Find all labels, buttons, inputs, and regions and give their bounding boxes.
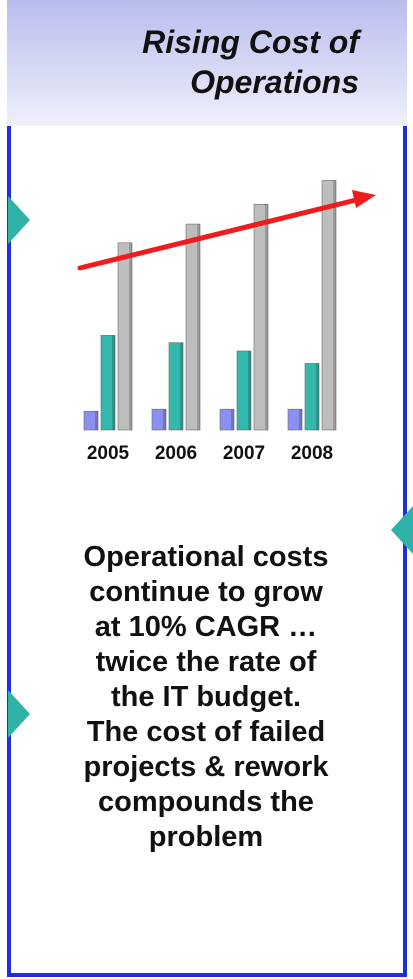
bar-2006-s1 (151, 408, 167, 431)
slide-panel (7, 0, 407, 977)
bar-2007-s1 (219, 408, 235, 431)
chart-bars (83, 180, 337, 431)
bar-2008-s1 (287, 408, 303, 431)
bar-shade (197, 224, 200, 430)
bar-2006-s2 (168, 342, 184, 431)
bar-2005-s3 (117, 242, 133, 431)
x-tick-label: 2006 (155, 443, 197, 464)
left-arrow-tab-icon (8, 690, 30, 738)
title-banner: Rising Cost of Operations (7, 0, 407, 126)
bar-shade (299, 409, 302, 430)
trend-line (77, 196, 363, 271)
cost-bar-chart: 2005 2006 2007 2008 (77, 180, 376, 464)
caption-text: Operational costs continue to grow at 10… (83, 541, 329, 853)
bar-2005-s2 (100, 335, 116, 431)
bar-2007-s3 (253, 204, 269, 431)
slide-title: Rising Cost of Operations (142, 24, 359, 100)
bar-2008-s3 (321, 180, 337, 431)
right-arrow-tab-icon (391, 506, 413, 554)
x-tick-label: 2005 (87, 443, 130, 464)
bar-shade (248, 350, 251, 430)
bar-shade (265, 204, 268, 430)
bar-shade (333, 180, 336, 430)
x-tick-label: 2007 (223, 443, 265, 464)
left-arrow-tab-icon (8, 196, 30, 244)
bar-shade (129, 242, 132, 430)
trend-arrowhead-icon (352, 190, 376, 208)
bar-2007-s2 (236, 350, 252, 431)
bar-shade (316, 363, 319, 430)
bar-shade (231, 409, 234, 430)
bar-2006-s3 (185, 223, 201, 431)
bar-shade (95, 411, 98, 430)
bar-shade (163, 409, 166, 430)
bar-shade (180, 342, 183, 430)
x-tick-label: 2008 (291, 443, 333, 464)
bar-2005-s1 (83, 410, 99, 431)
bar-2008-s2 (304, 363, 320, 431)
chart-tick-labels: 2005 2006 2007 2008 (87, 443, 333, 464)
bar-shade (112, 335, 115, 430)
trend-arrow (77, 190, 376, 271)
